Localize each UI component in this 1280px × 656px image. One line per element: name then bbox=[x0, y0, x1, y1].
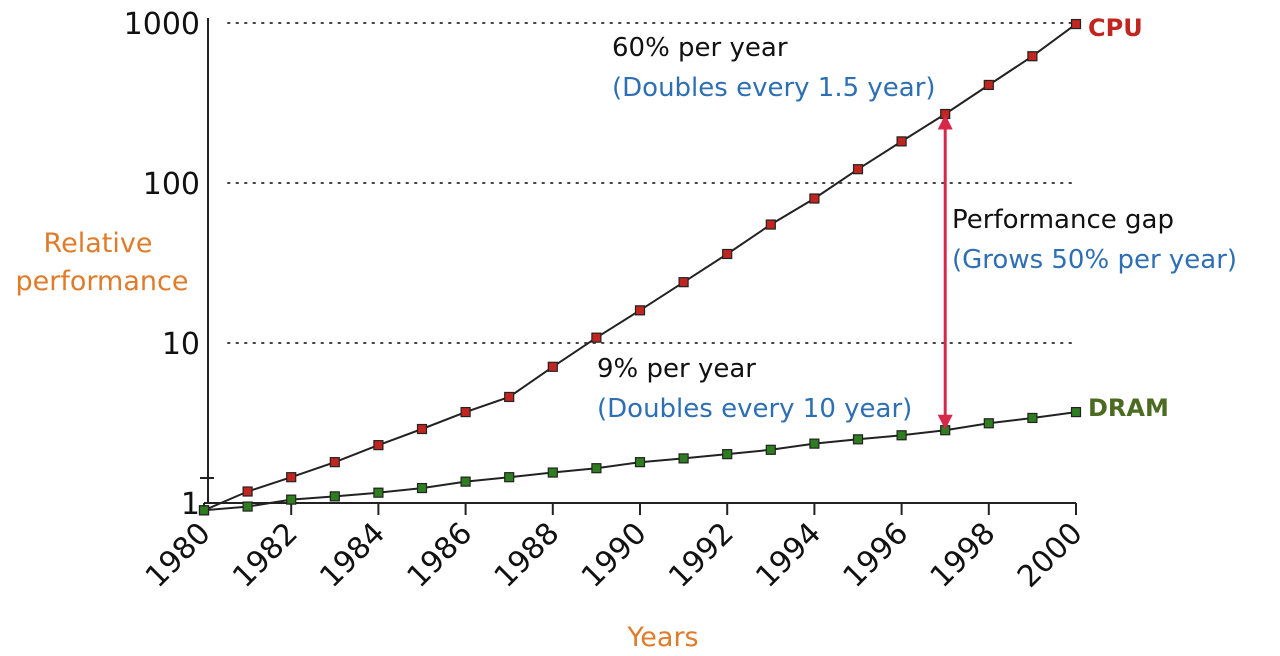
x-tick-label-1986: 1986 bbox=[401, 516, 480, 595]
dram-point-1995 bbox=[852, 434, 864, 445]
cpu-point-1997 bbox=[940, 108, 951, 120]
dram-point-1994 bbox=[809, 438, 820, 449]
x-tick-label-1994: 1994 bbox=[749, 516, 828, 595]
grid-lines bbox=[227, 22, 1077, 344]
x-tick-label-1992: 1992 bbox=[662, 516, 741, 595]
cpu-point-1991 bbox=[678, 277, 689, 288]
y-tick-label-1000: 1000 bbox=[124, 7, 200, 42]
cpu-point-2000 bbox=[1070, 18, 1082, 30]
y-tick-label-100: 100 bbox=[143, 167, 200, 202]
dram-point-1987 bbox=[504, 472, 515, 483]
cpu-point-1988 bbox=[547, 361, 558, 372]
cpu-point-1985 bbox=[416, 423, 428, 435]
dram-point-1990 bbox=[634, 457, 646, 468]
series bbox=[198, 18, 1082, 516]
axes bbox=[200, 18, 1077, 515]
cpu-point-1987 bbox=[504, 391, 515, 403]
x-tick-label-1990: 1990 bbox=[575, 516, 654, 595]
cpu-rate-annotation: 60% per year bbox=[612, 33, 788, 63]
cpu-point-1992 bbox=[722, 248, 733, 260]
dram-rate-annotation: 9% per year bbox=[597, 354, 756, 384]
x-tick-label-1996: 1996 bbox=[837, 516, 916, 595]
cpu-point-1982 bbox=[286, 472, 297, 483]
cpu-point-1994 bbox=[809, 193, 820, 204]
dram-point-1996 bbox=[896, 430, 907, 441]
cpu-series bbox=[198, 18, 1082, 516]
x-axis-title: Years bbox=[626, 622, 698, 653]
x-tick-label-1984: 1984 bbox=[313, 516, 392, 595]
dram-point-1985 bbox=[416, 482, 428, 494]
dram-point-2000 bbox=[1070, 406, 1082, 418]
gap-rate-annotation: (Grows 50% per year) bbox=[952, 245, 1237, 275]
x-tick-label-1998: 1998 bbox=[924, 516, 1003, 595]
cpu-point-1984 bbox=[373, 440, 384, 451]
y-tick-label-10: 10 bbox=[162, 327, 200, 362]
cpu-point-1998 bbox=[983, 79, 994, 91]
dram-series-label: DRAM bbox=[1088, 394, 1169, 422]
cpu-point-1993 bbox=[765, 219, 776, 230]
dram-point-1997 bbox=[940, 425, 951, 436]
cpu-series-label: CPU bbox=[1088, 14, 1143, 42]
cpu-point-1995 bbox=[852, 164, 864, 175]
cpu-point-1990 bbox=[634, 305, 646, 316]
cpu-point-1996 bbox=[896, 136, 907, 147]
dram-point-1986 bbox=[460, 476, 471, 487]
dram-point-1984 bbox=[373, 487, 384, 498]
gap-title-annotation: Performance gap bbox=[952, 205, 1174, 235]
dram-point-1989 bbox=[591, 463, 602, 474]
dram-point-1981 bbox=[242, 501, 253, 512]
dram-point-1991 bbox=[678, 453, 689, 464]
dram-point-1993 bbox=[765, 444, 776, 455]
cpu-point-1989 bbox=[591, 332, 602, 343]
dram-point-1998 bbox=[983, 418, 994, 429]
x-tick-label-1980: 1980 bbox=[139, 516, 218, 595]
y-axis-title-line2: performance bbox=[16, 266, 189, 297]
dram-doubling-annotation: (Doubles every 10 year) bbox=[597, 394, 912, 424]
x-tick-label-2000: 2000 bbox=[1011, 516, 1090, 595]
dram-point-1988 bbox=[547, 467, 558, 478]
dram-point-1982 bbox=[286, 494, 297, 505]
cpu-point-1981 bbox=[242, 486, 253, 497]
cpu-point-1999 bbox=[1027, 51, 1038, 62]
dram-point-1980 bbox=[198, 505, 210, 516]
dram-point-1992 bbox=[722, 449, 733, 460]
y-axis-title-line1: Relative bbox=[44, 228, 153, 259]
x-tick-label-1982: 1982 bbox=[226, 516, 305, 595]
y-tick-label-1: 1 bbox=[181, 487, 200, 522]
cpu-doubling-annotation: (Doubles every 1.5 year) bbox=[612, 73, 936, 103]
dram-point-1983 bbox=[329, 491, 340, 502]
dram-point-1999 bbox=[1027, 412, 1038, 424]
cpu-point-1986 bbox=[460, 406, 471, 418]
cpu-point-1983 bbox=[329, 457, 340, 468]
x-tick-label-1988: 1988 bbox=[488, 516, 567, 595]
dram-series bbox=[198, 406, 1082, 516]
